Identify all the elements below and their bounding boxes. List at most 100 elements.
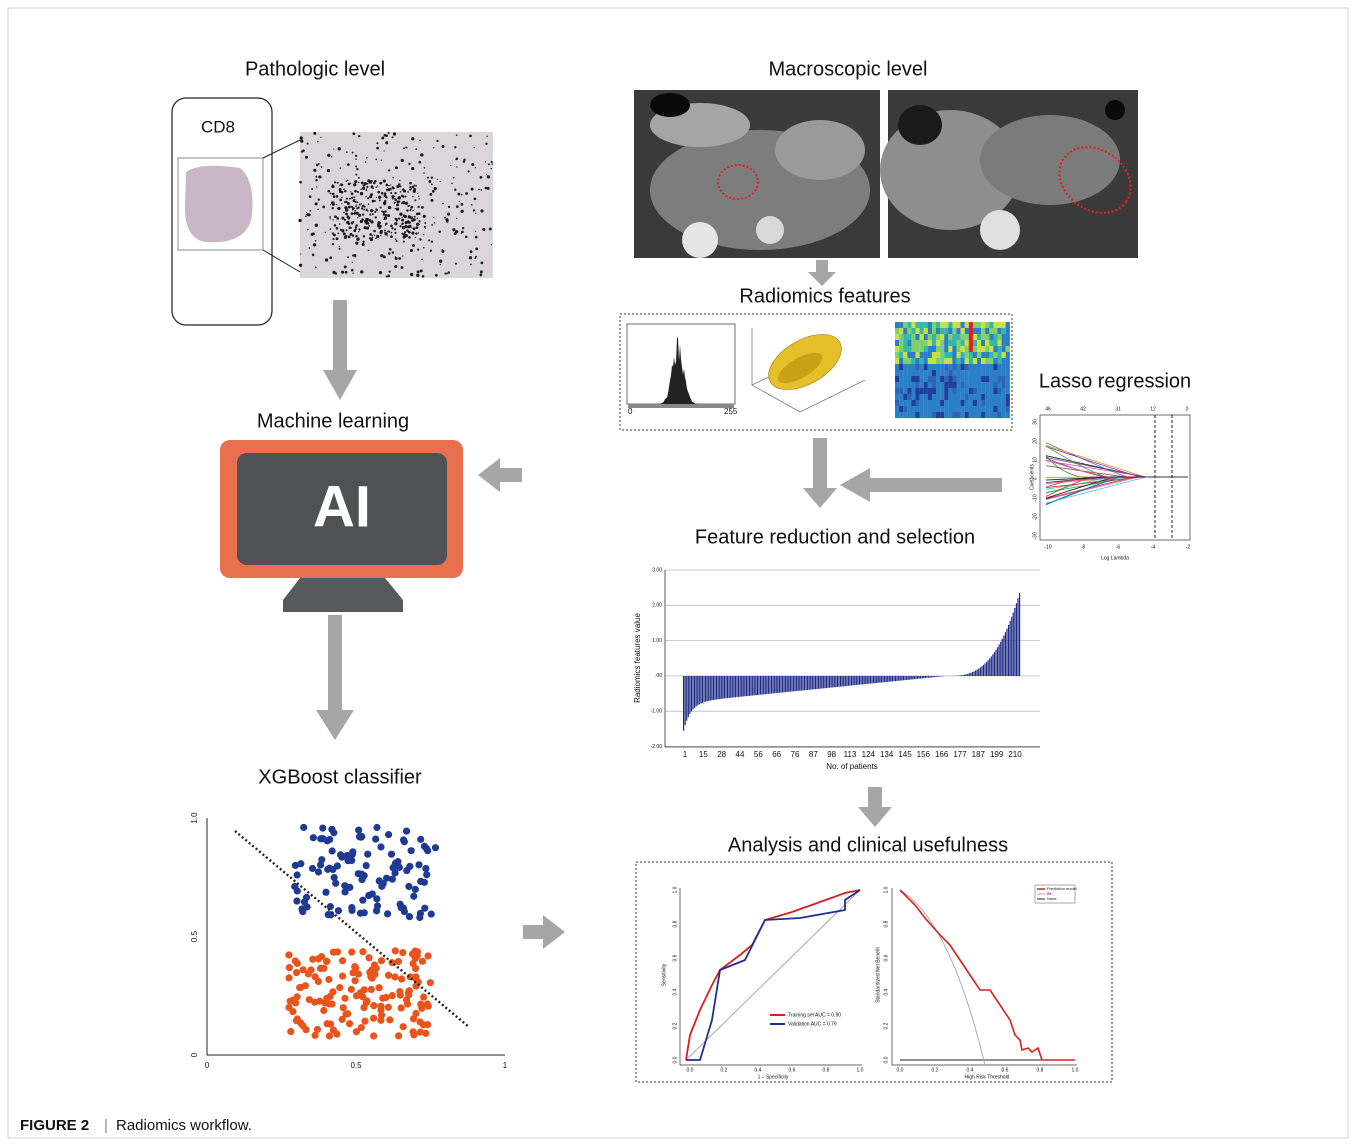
heat-cell — [952, 328, 956, 334]
heat-cell — [899, 412, 903, 418]
point — [415, 861, 422, 868]
cell — [428, 180, 431, 183]
cell — [455, 158, 457, 160]
heat-cell — [940, 358, 944, 364]
cell — [409, 182, 412, 185]
bar — [827, 676, 828, 688]
tick-label: 177 — [953, 750, 967, 759]
cell — [386, 188, 389, 191]
axis-title: Coefficients — [1029, 463, 1035, 490]
heat-cell — [907, 394, 911, 400]
bar — [936, 676, 937, 677]
heat-cell — [907, 340, 911, 346]
cell — [400, 225, 402, 227]
cell — [387, 275, 390, 278]
bar — [875, 676, 876, 683]
point — [365, 892, 372, 899]
cell — [454, 232, 457, 235]
cell — [461, 203, 464, 206]
cell — [419, 238, 421, 240]
cell — [374, 235, 375, 236]
cell — [470, 250, 473, 253]
bar — [782, 676, 783, 692]
heat-cell — [985, 406, 989, 412]
heat-cell — [932, 352, 936, 358]
point — [422, 1030, 429, 1037]
arrow — [523, 915, 565, 949]
point — [406, 913, 413, 920]
cell — [329, 256, 332, 259]
bar — [829, 676, 830, 688]
lasso-paths — [1046, 443, 1188, 505]
heat-cell — [965, 370, 969, 376]
point — [414, 952, 421, 959]
heat-cell — [924, 394, 928, 400]
tick-label: 1 — [683, 750, 688, 759]
heat-cell — [989, 346, 993, 352]
heat-cell — [1006, 334, 1010, 340]
heat-cell — [916, 394, 920, 400]
cell — [482, 228, 485, 231]
cell — [373, 230, 376, 233]
heat-cell — [969, 400, 973, 406]
bar — [783, 676, 784, 692]
cell — [380, 207, 382, 209]
heat-cell — [957, 358, 961, 364]
cell — [337, 182, 339, 184]
heat-cell — [998, 346, 1002, 352]
cell — [491, 168, 493, 170]
cell — [396, 208, 399, 211]
arrow — [808, 260, 836, 286]
cell — [391, 136, 393, 138]
point — [376, 877, 383, 884]
heat-cell — [936, 394, 940, 400]
heat-cell — [948, 322, 952, 328]
tick-label: 0.6 — [1002, 1067, 1009, 1073]
bar — [747, 676, 748, 696]
axis-title: Standardized Net Benefit — [875, 947, 881, 1003]
cell — [306, 213, 309, 216]
heat-cell — [989, 406, 993, 412]
tick-label: -20 — [1032, 513, 1038, 520]
heat-cell — [932, 400, 936, 406]
panel-title: Macroscopic level — [769, 58, 928, 80]
point — [314, 1026, 321, 1033]
tick-label: 0 — [1032, 477, 1038, 480]
heat-cell — [993, 334, 997, 340]
point — [400, 905, 407, 912]
heat-cell — [969, 370, 973, 376]
cell — [352, 221, 354, 223]
cell — [311, 188, 313, 190]
cell — [475, 167, 476, 168]
cell — [354, 190, 357, 193]
cell — [387, 214, 390, 217]
heat-cell — [948, 346, 952, 352]
cell — [337, 232, 339, 234]
heat-cell — [993, 406, 997, 412]
tick-label: 44 — [736, 750, 745, 759]
cell — [424, 167, 426, 169]
tick-label: 20 — [1032, 438, 1038, 444]
heat-cell — [928, 358, 932, 364]
cell — [457, 193, 460, 196]
cell — [415, 185, 417, 187]
cell — [381, 137, 384, 140]
heat-cell — [907, 358, 911, 364]
point — [339, 1016, 346, 1023]
cell — [376, 142, 378, 144]
point — [405, 883, 412, 890]
cell — [337, 207, 340, 210]
bar — [771, 676, 772, 694]
point — [372, 835, 379, 842]
bar — [1011, 617, 1012, 676]
cell — [399, 180, 401, 182]
heat-cell — [981, 376, 985, 382]
point — [300, 824, 307, 831]
cell — [310, 210, 312, 212]
point — [368, 986, 375, 993]
cell — [456, 205, 459, 208]
heat-cell — [903, 358, 907, 364]
cell — [396, 219, 398, 221]
heat-cell — [961, 394, 965, 400]
panel-title: Feature reduction and selection — [695, 526, 975, 548]
